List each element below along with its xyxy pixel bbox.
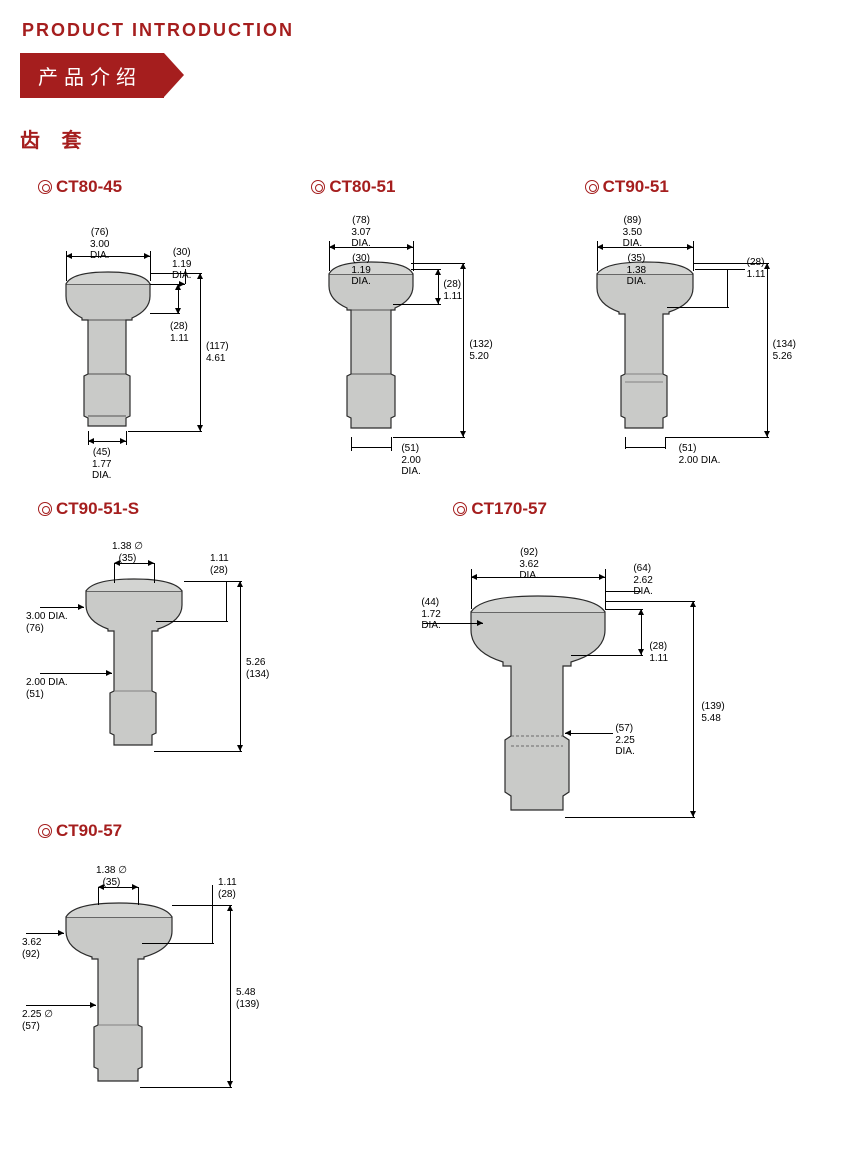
dim-label: (78) 3.07 DIA. [351, 215, 370, 250]
dim-label: (76) 3.00 DIA. [90, 227, 109, 262]
dim-label: 1.11 (28) [218, 877, 237, 900]
product-diagram: 1.38 ∅ (35) 1.11 (28) 3.62 (92) 2.25 ∅ (… [20, 855, 270, 1125]
product-diagram: 1.38 ∅ (35) 1.11 (28) 3.00 DIA. (76) 2.0… [20, 533, 270, 803]
bullet-icon [585, 180, 599, 194]
dim-label: (30) 1.19 DIA. [351, 253, 370, 288]
bullet-icon [453, 502, 467, 516]
dim-label: (51) 2.00 DIA. [679, 443, 721, 466]
bullet-icon [38, 824, 52, 838]
product-model: CT170-57 [453, 499, 830, 519]
ribbon-title-cn: 产品介绍 [20, 53, 164, 98]
model-label: CT80-51 [329, 177, 395, 196]
product-cell: CT90-51-S 1.38 ∅ (35) 1.11 (28) [20, 495, 283, 807]
model-label: CT80-45 [56, 177, 122, 196]
dim-label: (28) 1.11 [747, 257, 766, 280]
dim-label: 2.00 DIA. (51) [26, 677, 68, 700]
bullet-icon [38, 180, 52, 194]
product-model: CT80-51 [311, 177, 556, 197]
product-diagram: (76) 3.00 DIA. (30) 1.19 DIA. (28) 1.11 [20, 211, 270, 481]
product-diagram: (78) 3.07 DIA. (30) 1.19 DIA. (28) 1.11 [293, 211, 543, 481]
bullet-icon [38, 502, 52, 516]
product-diagram: (92) 3.62 DIA. (64) 2.62 DIA. (44) 1.72 … [393, 533, 753, 833]
dim-label: (64) 2.62 DIA. [633, 563, 652, 598]
dim-label: (45) 1.77 DIA. [92, 447, 111, 482]
section-title: 齿 套 [20, 124, 830, 153]
dim-label: (28) 1.11 [443, 279, 462, 302]
product-cell: CT90-57 1.38 ∅ (35) 1.11 (28) [20, 817, 283, 1129]
dim-label: (117) 4.61 [206, 341, 229, 364]
dim-label: 1.11 (28) [210, 553, 229, 576]
holder-icon [60, 897, 178, 1087]
model-label: CT90-51 [603, 177, 669, 196]
product-model: CT90-51-S [38, 499, 283, 519]
dim-label: (89) 3.50 DIA. [623, 215, 642, 250]
dim-label: 1.38 ∅ (35) [112, 541, 143, 564]
bullet-icon [311, 180, 325, 194]
product-model: CT80-45 [38, 177, 283, 197]
dim-label: (28) 1.11 [649, 641, 668, 664]
product-model: CT90-51 [585, 177, 830, 197]
holder-icon [80, 573, 188, 753]
product-diagram: (89) 3.50 DIA. (35) 1.38 DIA. (28) 1.11 [567, 211, 817, 481]
dim-label: (92) 3.62 DIA. [519, 547, 538, 582]
dim-label: (139) 5.48 [701, 701, 724, 724]
product-cell: CT80-45 (76) 3.00 DIA. [20, 173, 283, 485]
dim-label: (132) 5.20 [469, 339, 492, 362]
dim-label: (35) 1.38 DIA. [627, 253, 646, 288]
model-label: CT90-51-S [56, 499, 139, 518]
dim-label: (51) 2.00 DIA. [401, 443, 420, 478]
dim-label: (134) 5.26 [773, 339, 796, 362]
dim-label: 2.25 ∅ (57) [22, 1009, 53, 1032]
dim-label: (28) 1.11 [170, 321, 189, 344]
dim-label: 5.26 (134) [246, 657, 269, 680]
holder-icon [60, 266, 156, 436]
page-title-en: PRODUCT INTRODUCTION [20, 20, 830, 41]
dim-label: 3.62 (92) [22, 937, 41, 960]
dim-label: 1.38 ∅ (35) [96, 865, 127, 888]
dim-label: 5.48 (139) [236, 987, 259, 1010]
holder-icon [463, 588, 613, 818]
product-cell: CT90-51 (89) 3.50 DIA. (35) 1.38 D [567, 173, 830, 485]
dim-label: (57) 2.25 DIA. [615, 723, 634, 758]
model-label: CT170-57 [471, 499, 547, 518]
product-cell: CT80-51 (78) 3.07 DIA. (30) 1.19 D [293, 173, 556, 485]
dim-label: (30) 1.19 DIA. [172, 247, 191, 282]
holder-icon [323, 256, 419, 436]
product-model: CT90-57 [38, 821, 283, 841]
product-grid: CT80-45 (76) 3.00 DIA. [20, 173, 830, 1129]
model-label: CT90-57 [56, 821, 122, 840]
dim-label: 3.00 DIA. (76) [26, 611, 68, 634]
product-cell: CT170-57 (92) 3.62 DIA. (64) [293, 495, 830, 1129]
dim-label: (44) 1.72 DIA. [421, 597, 440, 632]
